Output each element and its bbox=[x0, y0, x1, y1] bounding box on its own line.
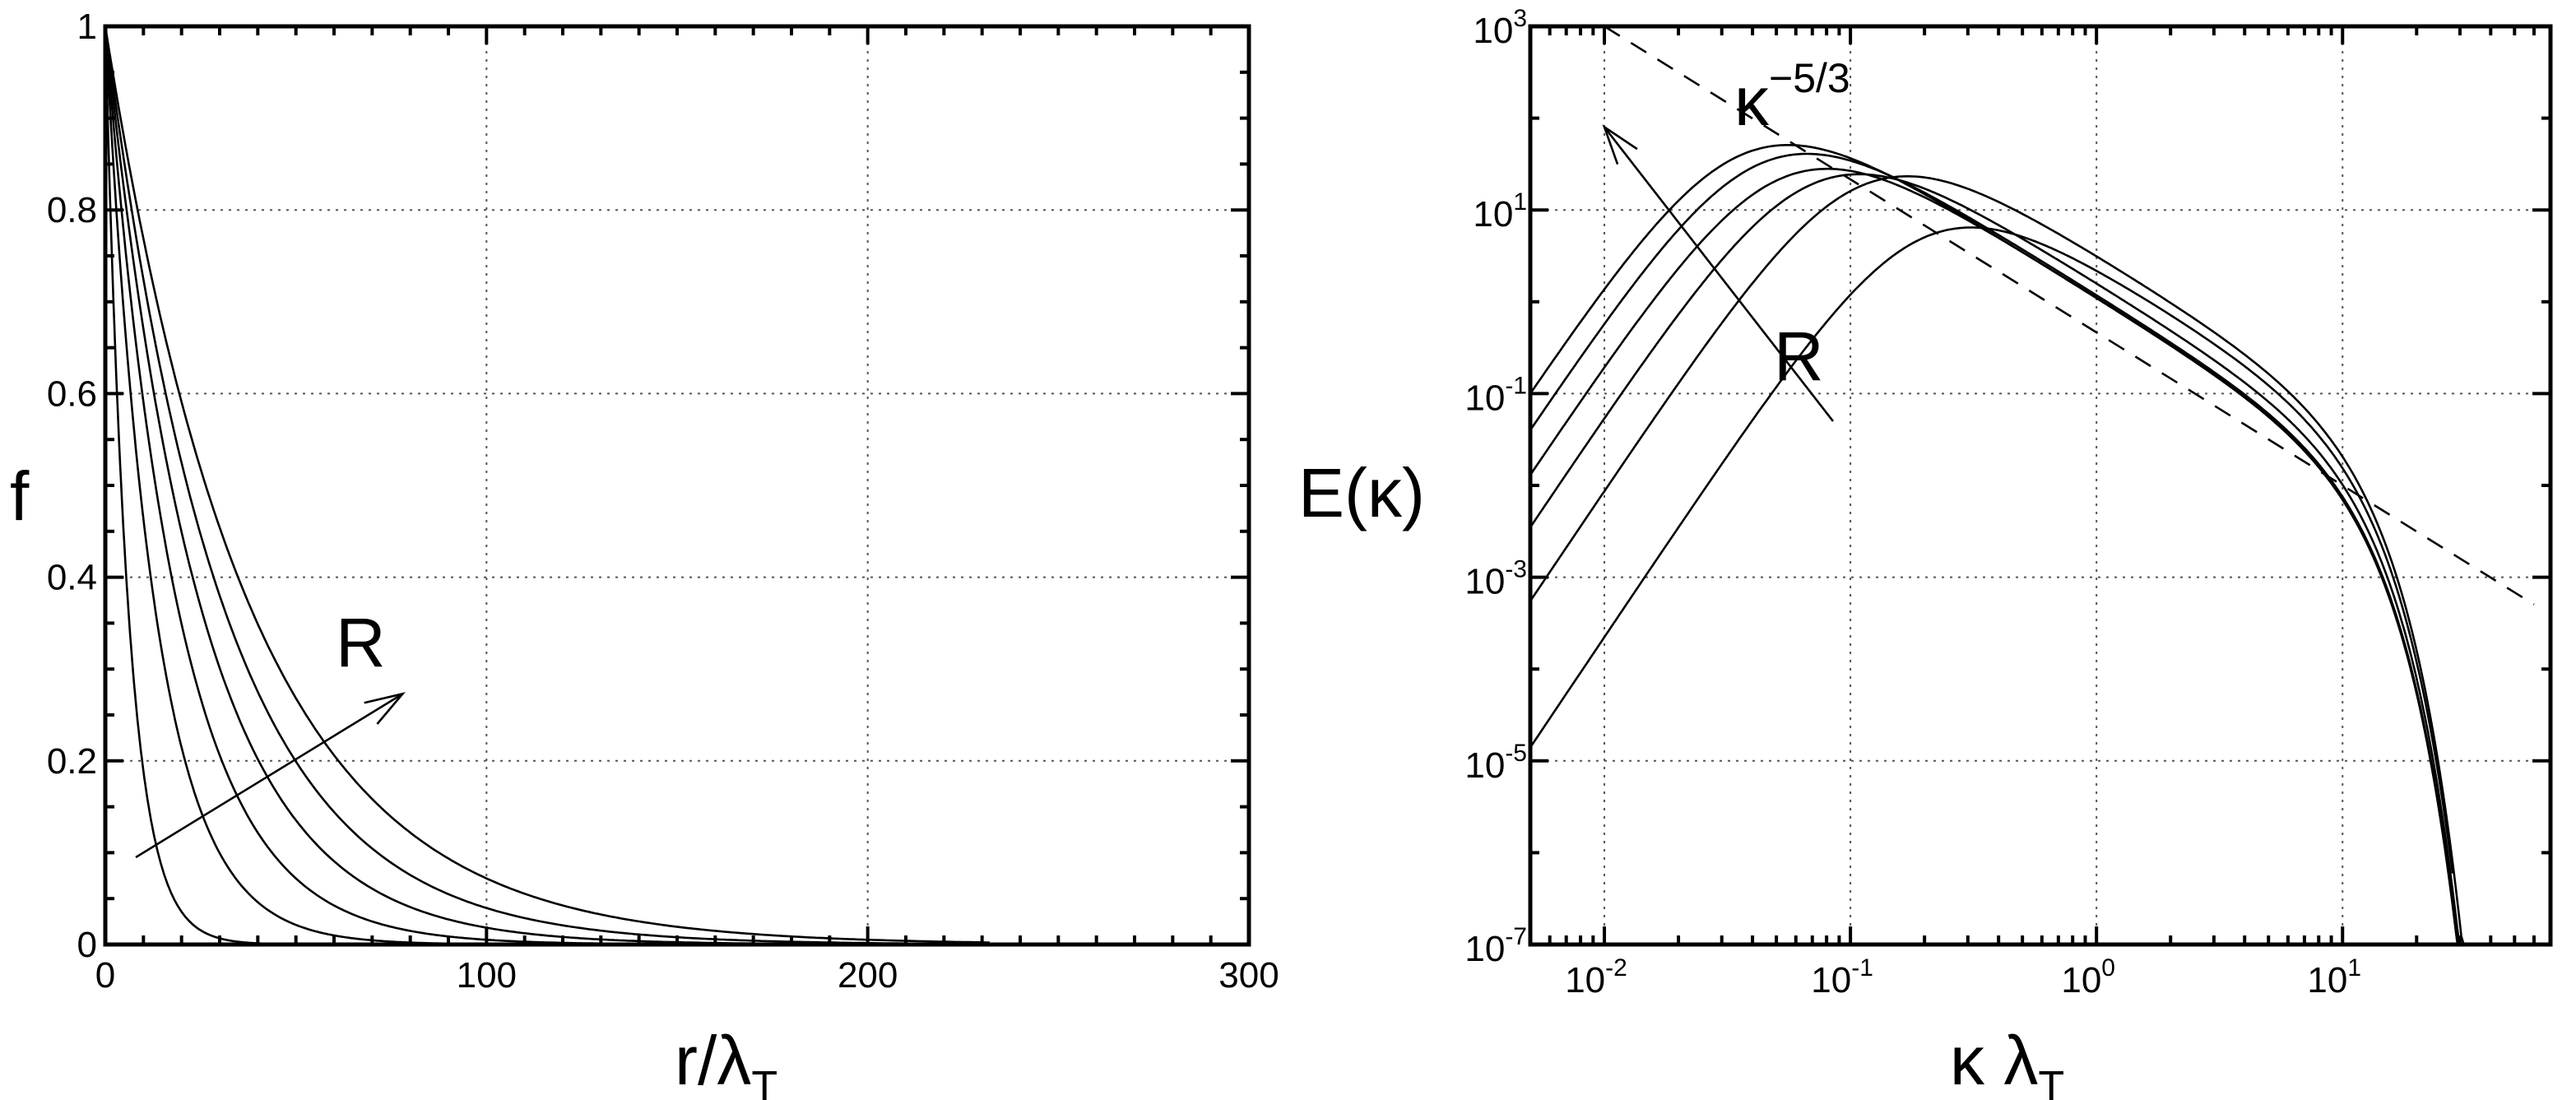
left-series-line-R2 bbox=[104, 26, 468, 945]
right-y-axis-label: E(κ) bbox=[1298, 454, 1425, 531]
right-x-tick-label: 10-2 bbox=[1565, 954, 1627, 1000]
right-y-tick-label: 101 bbox=[1473, 188, 1527, 234]
left-series-line-R5 bbox=[104, 26, 926, 945]
right-x-tick-exponent: -1 bbox=[1851, 954, 1873, 982]
right-y-tick-exponent: -7 bbox=[1505, 923, 1527, 950]
left-series-line-R1 bbox=[104, 26, 281, 945]
left-y-axis-label: f bbox=[10, 457, 30, 535]
slope-label: κ−5/3 bbox=[1734, 55, 1850, 140]
right-x-tick-exponent: 0 bbox=[2101, 954, 2115, 982]
right-spectrum-curves bbox=[1529, 144, 2541, 946]
right-y-tick-label: 10-7 bbox=[1464, 923, 1527, 969]
left-series-line-R4 bbox=[104, 26, 792, 945]
left-axis-ticks bbox=[104, 25, 1251, 946]
left-y-tick-label: 0 bbox=[77, 925, 97, 965]
right-x-tick-label: 100 bbox=[2061, 954, 2115, 1000]
right-x-label-sub: T bbox=[2038, 1063, 2064, 1100]
right-x-tick-exponent: -2 bbox=[1605, 954, 1627, 982]
left-gridlines bbox=[105, 26, 1249, 945]
right-x-tick-exponent: 1 bbox=[2347, 954, 2361, 982]
left-x-label-main: r/λ bbox=[675, 1022, 751, 1099]
right-x-tick-labels: 10-2 10-1 100 101 bbox=[1565, 954, 2361, 1000]
right-x-tick-base: 10 bbox=[1811, 960, 1851, 1000]
right-R-annotation: R bbox=[1774, 318, 1824, 395]
right-y-tick-label: 10-1 bbox=[1464, 372, 1527, 418]
right-axis-ticks bbox=[1529, 25, 2552, 946]
right-y-tick-exponent: -5 bbox=[1505, 740, 1527, 767]
right-x-label-main: κ λ bbox=[1950, 1022, 2038, 1099]
left-x-axis-label: r/λT bbox=[675, 1022, 777, 1100]
left-arrow-shaft bbox=[135, 693, 404, 859]
left-series-line-R6 bbox=[104, 26, 990, 944]
slope-label-exponent: −5/3 bbox=[1769, 55, 1850, 101]
left-chart-panel: 0 100 200 300 0 0.2 0.4 0.6 0.8 1 R f r/λT bbox=[10, 7, 1279, 1100]
left-y-tick-label: 0.4 bbox=[47, 558, 97, 598]
reference-slope-line bbox=[1604, 25, 2535, 606]
right-y-tick-base: 10 bbox=[1473, 11, 1513, 51]
left-x-tick-label: 200 bbox=[838, 955, 898, 996]
left-x-tick-label: 0 bbox=[95, 955, 115, 996]
right-x-tick-base: 10 bbox=[1565, 960, 1605, 1000]
left-x-tick-label: 300 bbox=[1218, 955, 1279, 996]
left-correlation-curves bbox=[104, 26, 990, 945]
right-y-tick-exponent: 1 bbox=[1513, 188, 1527, 216]
left-R-annotation: R bbox=[336, 604, 386, 681]
left-plot-frame bbox=[103, 24, 1251, 947]
right-y-tick-base: 10 bbox=[1473, 194, 1513, 234]
left-y-tick-label: 1 bbox=[77, 7, 97, 47]
left-R-arrow bbox=[135, 692, 406, 859]
right-y-tick-base: 10 bbox=[1464, 378, 1505, 418]
slope-label-base: κ bbox=[1734, 63, 1770, 140]
right-x-axis-label: κ λT bbox=[1950, 1022, 2064, 1100]
right-x-tick-label: 10-1 bbox=[1811, 954, 1873, 1000]
right-series-line-R5 bbox=[1529, 152, 2531, 946]
right-y-tick-base: 10 bbox=[1464, 562, 1505, 602]
right-series-line-R1 bbox=[1529, 226, 2454, 874]
right-y-tick-label: 10-5 bbox=[1464, 740, 1527, 786]
right-y-tick-exponent: -3 bbox=[1505, 556, 1527, 583]
left-series-line-R3 bbox=[104, 26, 639, 945]
right-arrow-head bbox=[1602, 124, 1638, 165]
right-series-line-R2 bbox=[1529, 174, 2485, 946]
right-arrow-shaft bbox=[1604, 126, 1835, 422]
left-arrow-head bbox=[364, 692, 406, 725]
right-x-tick-base: 10 bbox=[2307, 960, 2347, 1000]
left-y-tick-labels: 0 0.2 0.4 0.6 0.8 1 bbox=[47, 7, 97, 965]
right-series-line-R4 bbox=[1529, 167, 2519, 946]
right-x-tick-label: 101 bbox=[2307, 954, 2361, 1000]
right-y-tick-label: 103 bbox=[1473, 5, 1527, 51]
right-y-tick-exponent: -1 bbox=[1505, 372, 1527, 399]
left-y-tick-label: 0.2 bbox=[47, 741, 97, 782]
left-x-label-sub: T bbox=[751, 1063, 777, 1100]
right-gridlines bbox=[1530, 26, 2550, 945]
right-y-tick-exponent: 3 bbox=[1513, 5, 1527, 32]
right-R-arrow bbox=[1602, 124, 1835, 422]
right-plot-frame bbox=[1528, 24, 2553, 947]
right-y-tick-base: 10 bbox=[1464, 929, 1505, 969]
left-y-tick-label: 0.8 bbox=[47, 190, 97, 230]
right-x-tick-base: 10 bbox=[2061, 960, 2101, 1000]
right-y-tick-base: 10 bbox=[1464, 745, 1505, 786]
right-series-line-R6 bbox=[1529, 144, 2541, 946]
right-y-tick-label: 10-3 bbox=[1464, 556, 1527, 602]
left-y-tick-label: 0.6 bbox=[47, 374, 97, 414]
left-x-tick-labels: 0 100 200 300 bbox=[95, 955, 1279, 996]
left-x-tick-label: 100 bbox=[457, 955, 517, 996]
right-series-line-R3 bbox=[1529, 173, 2504, 946]
